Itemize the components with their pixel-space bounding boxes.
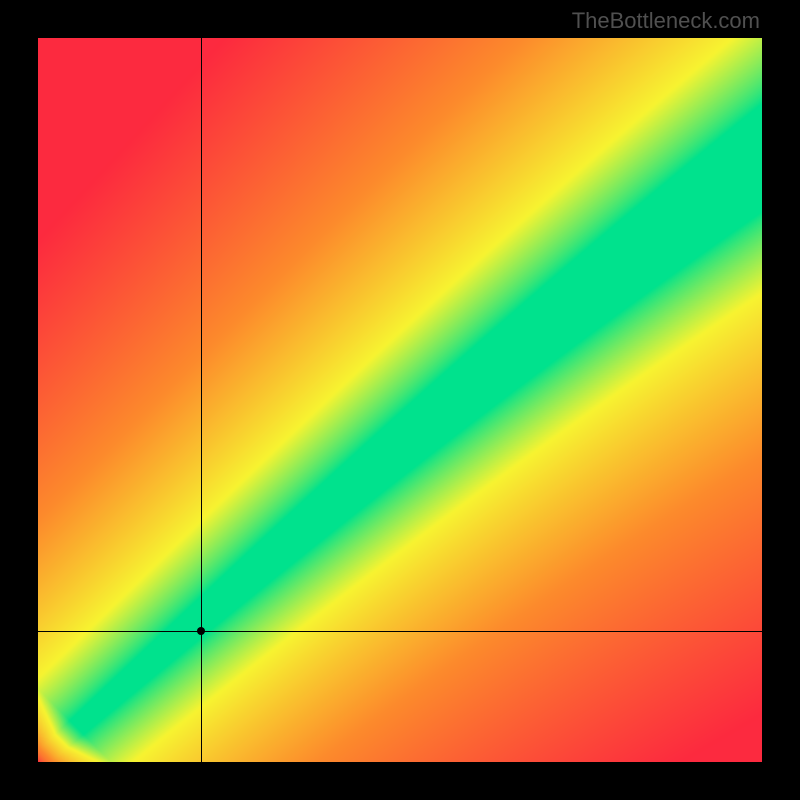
watermark-text: TheBottleneck.com — [572, 8, 760, 34]
heatmap-plot — [38, 38, 762, 762]
heatmap-canvas — [38, 38, 762, 762]
chart-container: { "watermark": "TheBottleneck.com", "cha… — [0, 0, 800, 800]
